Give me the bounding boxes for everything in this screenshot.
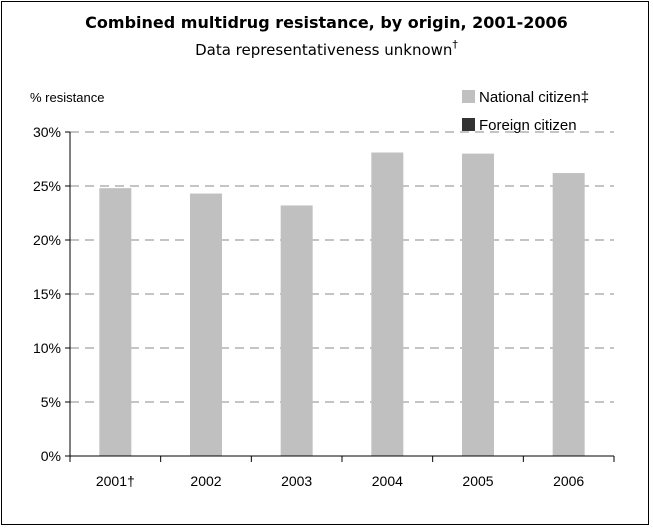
legend-swatch	[462, 90, 475, 103]
legend-swatch	[462, 118, 475, 131]
chart-subtitle: Data representativeness unknown†	[0, 38, 653, 59]
y-axis-label: % resistance	[30, 90, 104, 105]
chart-title: Combined multidrug resistance, by origin…	[85, 13, 568, 32]
legend-label: National citizen‡	[479, 89, 589, 106]
y-tick-label: 20%	[33, 232, 61, 248]
y-tick-label: 30%	[33, 124, 61, 140]
y-tick-label: 5%	[41, 394, 61, 410]
bar-national-citizen	[462, 153, 494, 456]
bar-national-citizen	[99, 188, 132, 456]
x-tick-label: 2004	[372, 473, 403, 489]
x-tick-label: 2001†	[96, 473, 135, 489]
x-tick-label: 2006	[553, 473, 584, 489]
chart-subtitle-mark: †	[452, 38, 458, 51]
x-tick-label: 2003	[281, 473, 312, 489]
y-tick-label: 10%	[33, 340, 61, 356]
chart-subtitle-text: Data representativeness unknown	[195, 41, 453, 59]
bar-national-citizen	[280, 205, 313, 456]
y-tick-label: 15%	[33, 286, 61, 302]
bar-national-citizen	[552, 173, 585, 457]
x-tick-label: 2005	[462, 473, 493, 489]
y-tick-label: 0%	[41, 448, 61, 464]
y-tick-label: 25%	[33, 178, 61, 194]
x-tick-label: 2002	[190, 473, 221, 489]
bar-national-citizen	[190, 193, 222, 456]
bar-national-citizen	[371, 152, 404, 456]
legend-label: Foreign citizen	[479, 117, 577, 134]
